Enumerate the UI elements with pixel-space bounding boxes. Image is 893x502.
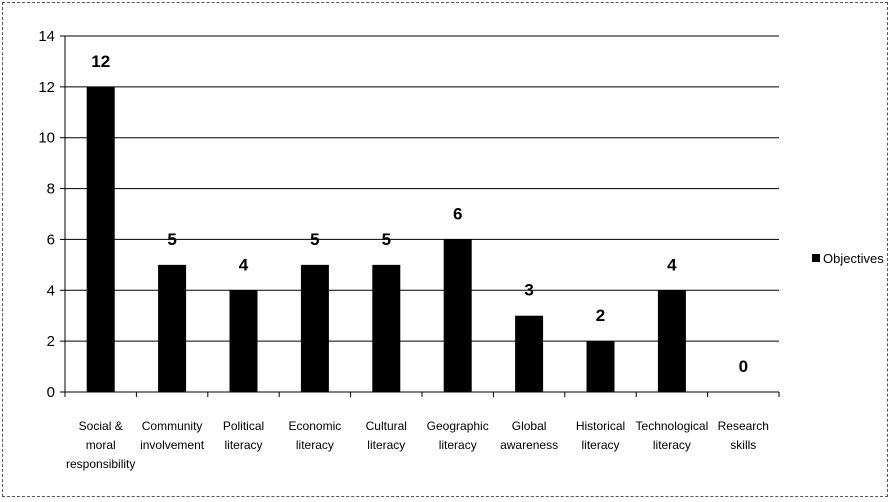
bar xyxy=(586,341,615,392)
data-label: 5 xyxy=(167,230,176,249)
bar xyxy=(515,315,544,392)
data-labels: 12 5 4 5 5 6 3 2 4 0 xyxy=(91,52,748,376)
y-tick-label: 8 xyxy=(47,181,55,198)
data-label: 0 xyxy=(739,357,748,376)
y-axis-ticks: 0 2 4 6 8 10 12 14 xyxy=(38,28,65,401)
data-label: 4 xyxy=(667,255,677,274)
x-category-label: Economic literacy xyxy=(289,419,342,452)
bar xyxy=(229,290,258,392)
bar xyxy=(657,290,686,392)
data-label: 5 xyxy=(310,230,319,249)
y-tick-label: 10 xyxy=(38,130,55,147)
data-label: 4 xyxy=(239,255,249,274)
legend: Objectives xyxy=(812,251,884,266)
y-tick-label: 2 xyxy=(47,333,55,350)
y-tick-label: 4 xyxy=(47,282,55,299)
y-tick-label: 6 xyxy=(47,231,55,248)
x-category-label: Technological literacy xyxy=(636,419,709,452)
x-category-label: Geographic literacy xyxy=(427,419,489,452)
chart-frame xyxy=(2,2,888,497)
y-tick-label: 14 xyxy=(38,28,55,45)
bar xyxy=(158,264,187,392)
x-category-label: Research skills xyxy=(718,419,769,452)
x-category-label: Historical literacy xyxy=(576,419,625,452)
data-label: 5 xyxy=(382,230,391,249)
bar xyxy=(86,86,115,392)
data-label: 12 xyxy=(91,52,110,71)
y-tick-label: 0 xyxy=(47,384,55,401)
bar xyxy=(372,264,401,392)
bars xyxy=(86,86,686,392)
x-category-label: Social & moral responsibility xyxy=(66,419,135,471)
x-category-label: Global awareness xyxy=(500,419,558,452)
legend-swatch xyxy=(812,254,820,262)
legend-label: Objectives xyxy=(823,251,884,266)
x-category-label: Political literacy xyxy=(223,419,264,452)
x-category-label: Community involvement xyxy=(140,419,205,452)
bar xyxy=(443,239,472,392)
x-category-label: Cultural literacy xyxy=(366,419,407,452)
data-label: 3 xyxy=(524,281,533,300)
data-label: 2 xyxy=(596,306,605,325)
y-tick-label: 12 xyxy=(38,79,55,96)
bar xyxy=(300,264,329,392)
data-label: 6 xyxy=(453,204,462,223)
